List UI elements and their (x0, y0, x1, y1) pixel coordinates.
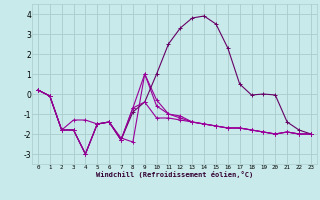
X-axis label: Windchill (Refroidissement éolien,°C): Windchill (Refroidissement éolien,°C) (96, 171, 253, 178)
